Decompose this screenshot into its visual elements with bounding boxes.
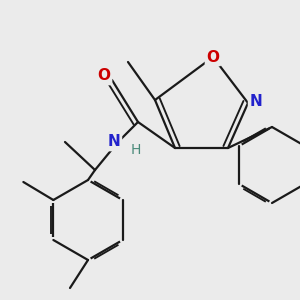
Text: N: N [250,94,262,109]
Text: N: N [108,134,120,149]
Text: O: O [98,68,110,83]
Text: H: H [131,143,141,157]
Text: O: O [206,50,220,64]
